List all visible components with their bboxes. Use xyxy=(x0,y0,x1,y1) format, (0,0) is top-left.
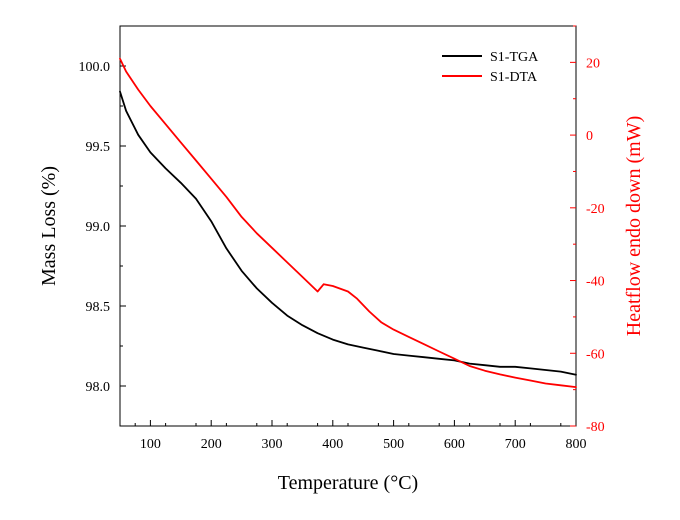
x-tick-label: 400 xyxy=(322,437,343,452)
y-right-tick-label: 0 xyxy=(586,129,593,144)
ticks-layer: 100 200 300 400 500 600 700 80098.098.599.099.5… xyxy=(79,25,605,452)
y-axis-title-right: Heatflow endo down (mW) xyxy=(623,116,645,337)
x-tick-label: 600 xyxy=(444,437,465,452)
y-left-tick-label: 100.0 xyxy=(79,60,111,75)
y-right-tick-label: -20 xyxy=(586,202,605,217)
y-left-tick-label: 98.5 xyxy=(86,300,111,315)
x-axis-title: Temperature (°C) xyxy=(278,472,418,494)
x-tick-label: 100 xyxy=(140,437,161,452)
y-left-tick-label: 99.5 xyxy=(86,140,111,155)
legend-label-tga: S1-TGA xyxy=(490,50,539,65)
y-right-tick-label: -40 xyxy=(586,275,605,290)
x-tick-label: 500 xyxy=(383,437,404,452)
y-axis-title-left: Mass Loss (%) xyxy=(38,166,60,286)
legend: S1-TGA S1-DTA xyxy=(442,50,539,85)
x-tick-label: 800 xyxy=(566,437,587,452)
legend-label-dta: S1-DTA xyxy=(490,70,538,85)
series-layer xyxy=(119,57,577,389)
x-tick-label: 300 xyxy=(262,437,283,452)
series-line-dta xyxy=(119,57,577,389)
y-left-tick-label: 98.0 xyxy=(86,380,111,395)
series-line-tga xyxy=(119,90,577,376)
x-tick-label: 200 xyxy=(201,437,222,452)
y-left-tick-label: 99.0 xyxy=(86,220,111,235)
y-right-tick-label: -60 xyxy=(586,347,605,362)
y-right-tick-label: -80 xyxy=(586,420,605,435)
x-tick-label: 700 xyxy=(505,437,526,452)
y-right-tick-label: 20 xyxy=(586,56,600,71)
